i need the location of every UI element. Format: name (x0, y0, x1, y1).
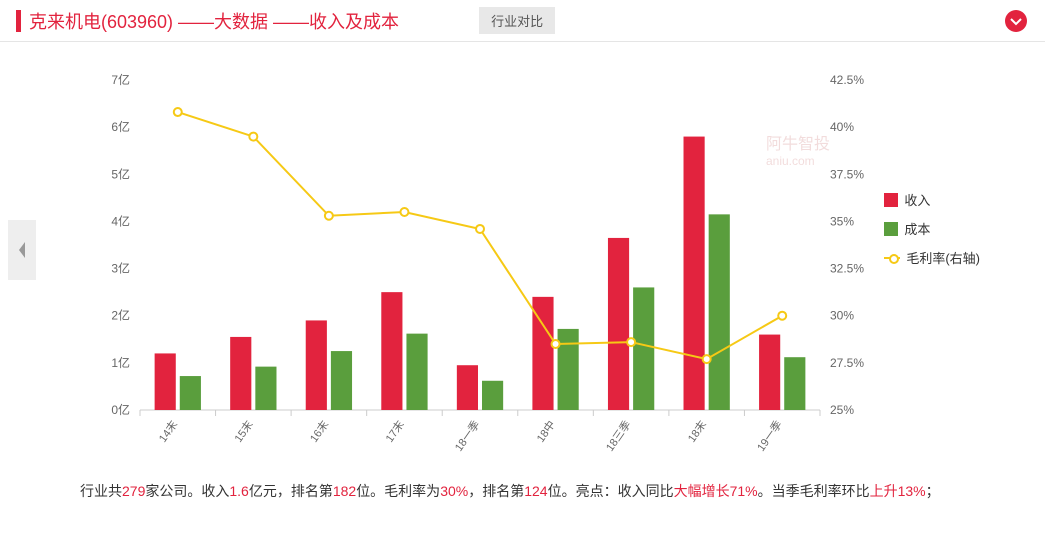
chevron-down-icon (1010, 15, 1022, 27)
svg-text:2亿: 2亿 (111, 308, 130, 323)
page-header: 克来机电(603960) ——大数据 ——收入及成本 行业对比 (0, 0, 1045, 42)
page-title: 克来机电(603960) ——大数据 ——收入及成本 (29, 8, 399, 34)
svg-text:0亿: 0亿 (111, 402, 130, 417)
legend-item: 收入 (884, 190, 980, 209)
legend-swatch (884, 193, 898, 207)
svg-text:3亿: 3亿 (111, 261, 130, 276)
summary-part: 家公司。收入 (145, 483, 229, 499)
svg-text:27.5%: 27.5% (830, 356, 864, 370)
svg-text:18中: 18中 (534, 418, 558, 445)
svg-text:25%: 25% (830, 403, 854, 417)
svg-text:40%: 40% (830, 120, 854, 134)
svg-text:30%: 30% (830, 309, 854, 323)
svg-text:42.5%: 42.5% (830, 73, 864, 87)
svg-text:14末: 14末 (155, 418, 180, 445)
summary-part: 。当季毛利率环比 (758, 483, 870, 499)
summary-value: 上升13% (870, 483, 926, 499)
chart-legend: 收入成本毛利率(右轴) (884, 190, 980, 277)
svg-text:35%: 35% (830, 214, 854, 228)
svg-text:18三季: 18三季 (603, 418, 633, 454)
accent-bar (16, 10, 21, 32)
svg-text:32.5%: 32.5% (830, 262, 864, 276)
legend-swatch (884, 222, 898, 236)
legend-label: 毛利率(右轴) (906, 248, 980, 267)
summary-value: 182 (333, 483, 356, 499)
svg-text:6亿: 6亿 (111, 119, 130, 134)
summary-value: 279 (122, 483, 145, 499)
summary-text: 行业共279家公司。收入1.6亿元，排名第182位。毛利率为30%，排名第124… (80, 480, 980, 504)
legend-label: 收入 (904, 190, 930, 209)
svg-text:1亿: 1亿 (111, 355, 130, 370)
chevron-left-icon (16, 241, 28, 259)
prev-button[interactable] (8, 220, 36, 280)
svg-text:37.5%: 37.5% (830, 167, 864, 181)
svg-text:7亿: 7亿 (111, 72, 130, 87)
summary-part: 位。亮点：收入同比 (548, 483, 674, 499)
summary-value: 124 (524, 483, 547, 499)
chart-svg: 0亿 1亿 2亿 3亿 4亿 5亿 6亿 7亿 25% 27.5% 30% 32.5% 35% 37.5%… (80, 60, 980, 460)
svg-text:18一季: 18一季 (452, 418, 482, 454)
summary-value: 大幅增长71% (674, 483, 758, 499)
svg-text:5亿: 5亿 (111, 166, 130, 181)
summary-part: 位。毛利率为 (356, 483, 440, 499)
svg-text:18末: 18末 (684, 418, 709, 445)
summary-value: 1.6 (229, 483, 248, 499)
summary-part: ； (926, 483, 940, 499)
summary-value: 30% (440, 483, 468, 499)
legend-label: 成本 (904, 219, 930, 238)
svg-text:19一季: 19一季 (754, 418, 784, 454)
legend-line-icon (884, 257, 900, 259)
legend-item: 毛利率(右轴) (884, 248, 980, 267)
svg-text:16末: 16末 (307, 418, 332, 445)
revenue-cost-chart: 阿牛智投 aniu.com 0亿1亿2亿3亿4亿5亿6亿7亿25%27.5%30… (80, 60, 980, 460)
legend-item: 成本 (884, 219, 980, 238)
summary-part: 亿元，排名第 (249, 483, 333, 499)
collapse-button[interactable] (1005, 10, 1027, 32)
summary-part: 行业共 (80, 483, 122, 499)
svg-text:4亿: 4亿 (111, 213, 130, 228)
industry-compare-button[interactable]: 行业对比 (479, 7, 555, 34)
summary-part: ，排名第 (468, 483, 524, 499)
svg-text:17末: 17末 (382, 418, 407, 445)
svg-text:15末: 15末 (231, 418, 256, 445)
